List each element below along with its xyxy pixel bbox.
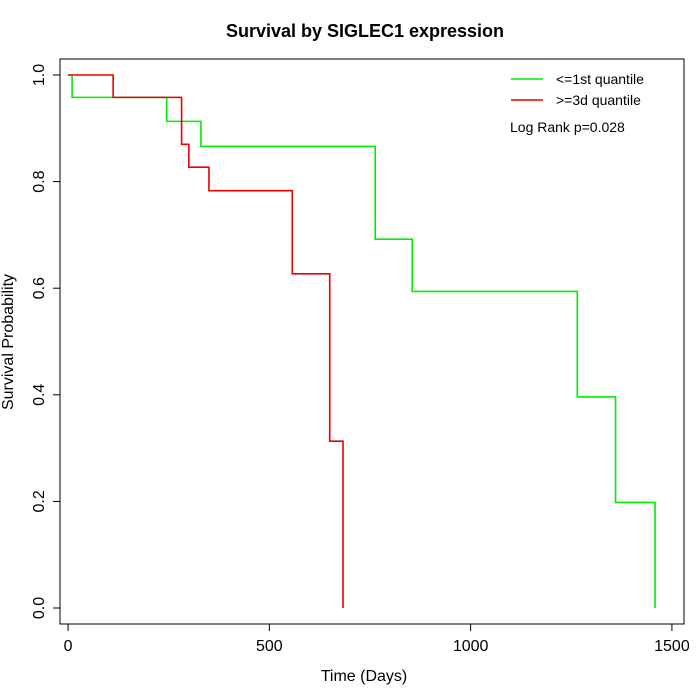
y-tick-label: 0.6: [31, 277, 48, 299]
x-axis: 0 500 1000 1500: [64, 623, 690, 655]
y-tick-label: 0.0: [31, 597, 48, 619]
x-tick-label: 1000: [453, 638, 489, 655]
series-line-0: [68, 74, 656, 609]
legend-label-1: >=3d quantile: [556, 92, 641, 108]
x-axis-label: Time (Days): [321, 668, 408, 685]
log-rank-annotation: Log Rank p=0.028: [510, 119, 625, 135]
series-layer: [68, 74, 656, 609]
x-tick-label: 0: [64, 638, 73, 655]
y-tick-label: 0.4: [31, 384, 48, 406]
series-line-1: [68, 74, 344, 609]
legend-label-0: <=1st quantile: [556, 71, 644, 87]
y-tick-label: 1.0: [31, 64, 48, 86]
y-tick-label: 0.8: [31, 170, 48, 192]
legend: <=1st quantile >=3d quantile: [511, 71, 644, 108]
x-tick-label: 500: [256, 638, 283, 655]
x-tick-label: 1500: [654, 638, 690, 655]
plot-frame: [59, 58, 685, 625]
chart-title: Survival by SIGLEC1 expression: [226, 21, 504, 41]
y-axis-label: Survival Probability: [0, 274, 17, 410]
y-tick-label: 0.2: [31, 490, 48, 512]
y-axis: 0.0 0.2 0.4 0.6 0.8 1.0: [31, 64, 61, 619]
